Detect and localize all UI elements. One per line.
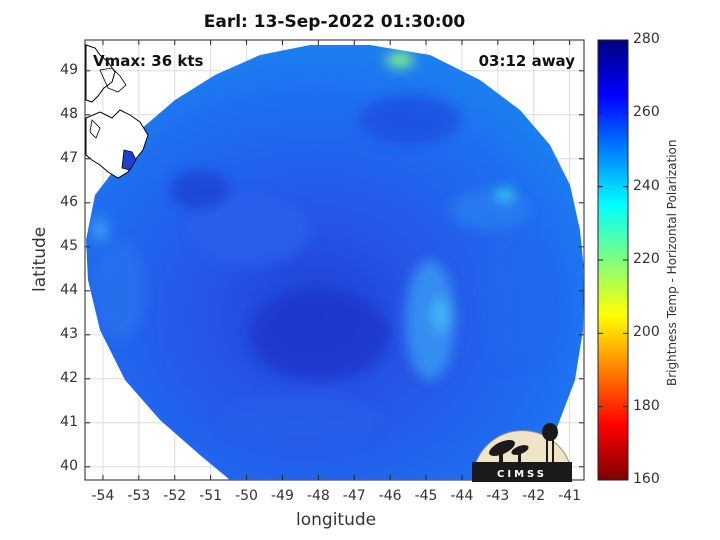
y-tick-label: 46 <box>60 193 78 210</box>
y-axis-label: latitude <box>30 226 50 292</box>
x-tick-label: -42 <box>522 488 546 504</box>
colorbar-tick-label: 260 <box>633 104 660 121</box>
x-tick-label: -44 <box>450 488 474 504</box>
colorbar-tick-label: 200 <box>633 324 660 341</box>
colorbar-ticks <box>598 39 628 481</box>
chart-title: Earl: 13-Sep-2022 01:30:00 <box>203 12 466 32</box>
colorbar-tick-label: 280 <box>633 31 660 47</box>
away-label: 03:12 away <box>478 52 575 70</box>
y-tick-label: 40 <box>60 457 78 474</box>
colorbar-label: Brightness Temp - Horizontal Polarizatio… <box>665 139 679 386</box>
y-tick-label: 48 <box>60 105 78 122</box>
x-tick-label: -52 <box>163 488 187 504</box>
colorbar-tick-label: 220 <box>633 251 660 267</box>
x-tick-label: -48 <box>306 488 330 504</box>
y-tick-label: 45 <box>60 237 78 254</box>
satellite-swath <box>86 45 584 480</box>
coastline <box>85 44 149 179</box>
logo-text: CIMSS <box>497 469 547 480</box>
y-tick-label: 41 <box>60 413 78 430</box>
colorbar-tick-label: 240 <box>633 177 660 194</box>
vmax-label: Vmax: 36 kts <box>93 52 204 70</box>
colorbar-tick-label: 160 <box>633 471 660 487</box>
y-tick-label: 43 <box>60 325 78 342</box>
x-axis-label: longitude <box>296 510 377 530</box>
colorbar-tick-label: 180 <box>633 397 660 414</box>
y-tick-label: 49 <box>60 61 78 78</box>
x-tick-label: -45 <box>414 488 438 504</box>
x-tick-label: -43 <box>486 488 510 504</box>
x-tick-label: -51 <box>199 488 223 504</box>
x-tick-label: -49 <box>271 488 294 504</box>
y-tick-label: 44 <box>60 281 78 298</box>
x-tick-label: -54 <box>91 488 115 504</box>
x-tick-label: -53 <box>127 488 151 504</box>
cimss-logo: CIMSS <box>472 423 572 482</box>
y-tick-label: 47 <box>60 149 78 166</box>
x-tick-label: -47 <box>342 488 366 504</box>
x-tick-label: -50 <box>235 488 258 504</box>
x-tick-label: -41 <box>558 488 582 504</box>
y-tick-label: 42 <box>60 369 78 386</box>
x-tick-label: -46 <box>378 488 402 504</box>
